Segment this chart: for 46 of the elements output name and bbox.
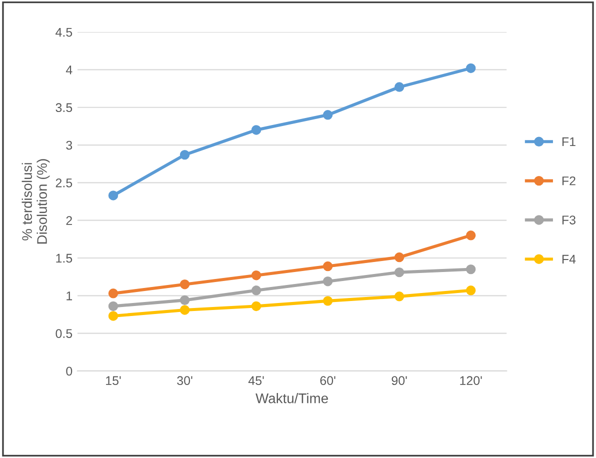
point: [108, 311, 118, 321]
point: [180, 305, 190, 315]
point: [108, 190, 118, 200]
legend-label: F1: [562, 137, 576, 146]
x-axis-title: Waktu/Time: [256, 393, 328, 404]
y-tick-label: 3: [66, 140, 72, 150]
y-tick-label: 1.5: [56, 254, 72, 263]
point: [394, 82, 404, 92]
y-tick-label: 4.5: [56, 28, 72, 37]
point: [180, 295, 190, 306]
point: [466, 230, 476, 240]
y-tick-label: 3.5: [56, 103, 72, 112]
x-tick-label: 30': [177, 376, 192, 386]
point: [394, 252, 404, 262]
y-tick-label: 1: [66, 292, 72, 300]
x-tick-label: 120': [460, 376, 482, 386]
point: [322, 110, 333, 120]
point: [322, 276, 333, 286]
x-tick-label: 90': [392, 376, 407, 386]
point: [251, 125, 262, 135]
point: [394, 267, 404, 278]
point: [466, 286, 476, 296]
x-tick-label: 60': [320, 376, 336, 386]
point: [108, 301, 118, 312]
y-tick-label: 2: [66, 216, 72, 225]
y-tick-label: 0.5: [56, 329, 72, 338]
y-tick-label: 2.5: [56, 178, 72, 188]
point: [466, 264, 476, 274]
point: [180, 280, 190, 290]
point: [108, 288, 118, 298]
point: [180, 150, 190, 160]
point: [394, 292, 404, 302]
y-axis-title: % terdisolusi Disolution (%): [22, 159, 50, 244]
point: [251, 286, 262, 296]
point: [322, 296, 333, 306]
legend-label: F3: [562, 216, 576, 224]
point: [251, 270, 262, 280]
legend-label: F2: [562, 176, 576, 186]
x-tick-label: 45': [248, 376, 264, 386]
point: [466, 63, 476, 74]
y-tick-label: 0: [66, 366, 72, 376]
point: [251, 301, 262, 312]
y-tick-label: 4: [66, 66, 72, 74]
x-tick-label: 15': [106, 376, 121, 386]
point: [322, 261, 333, 272]
legend-label: F4: [562, 254, 576, 264]
